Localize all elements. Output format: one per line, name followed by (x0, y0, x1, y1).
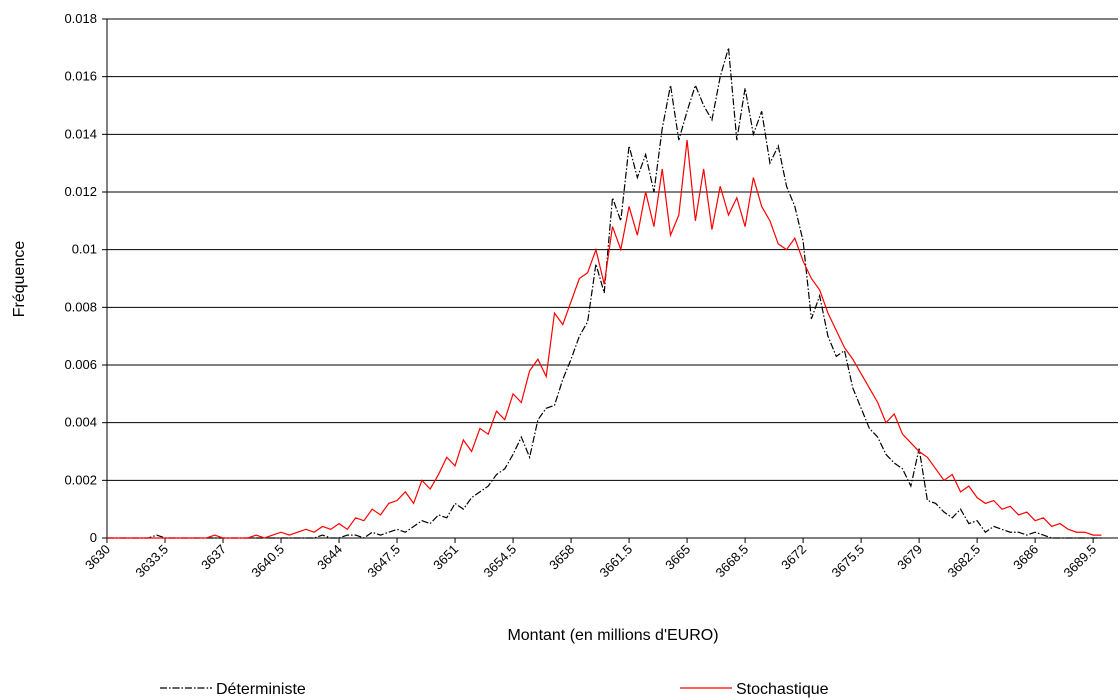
x-tick-label: 3682.5 (945, 542, 984, 581)
x-tick-label: 3672 (778, 542, 809, 573)
series-line (107, 47, 1102, 539)
y-tick-label: 0.012 (64, 184, 97, 199)
x-tick-label: 3654.5 (480, 542, 519, 581)
y-tick-label: 0.004 (64, 415, 97, 430)
y-tick-label: 0.002 (64, 472, 97, 487)
x-tick-label: 3668.5 (712, 542, 751, 581)
x-axis-label: Montant (en millions d'EURO) (507, 627, 718, 644)
x-tick-label: 3689.5 (1061, 542, 1100, 581)
y-tick-label: 0.018 (64, 11, 97, 26)
x-tick-label: 3675.5 (829, 542, 868, 581)
x-tick-label: 3658 (546, 542, 577, 573)
series-line (107, 140, 1102, 539)
x-tick-label: 3644 (314, 542, 345, 573)
x-tick-label: 3630 (82, 542, 113, 573)
y-tick-label: 0.016 (64, 69, 97, 84)
y-tick-label: 0.01 (72, 242, 97, 257)
x-tick-label: 3665 (662, 542, 693, 573)
x-tick-label: 3686 (1010, 542, 1041, 573)
x-tick-label: 3679 (894, 542, 925, 573)
x-tick-label: 3640.5 (248, 542, 287, 581)
legend-label: Stochastique (736, 681, 829, 698)
legend-label: Déterministe (216, 681, 306, 698)
y-tick-label: 0.006 (64, 357, 97, 372)
x-tick-label: 3661.5 (596, 542, 635, 581)
y-tick-label: 0 (90, 530, 97, 545)
x-tick-label: 3651 (430, 542, 461, 573)
y-tick-label: 0.014 (64, 126, 97, 141)
y-axis-label: Fréquence (11, 241, 28, 318)
x-tick-label: 3633.5 (132, 542, 171, 581)
y-tick-label: 0.008 (64, 299, 97, 314)
x-tick-label: 3647.5 (364, 542, 403, 581)
x-tick-label: 3637 (198, 542, 229, 573)
